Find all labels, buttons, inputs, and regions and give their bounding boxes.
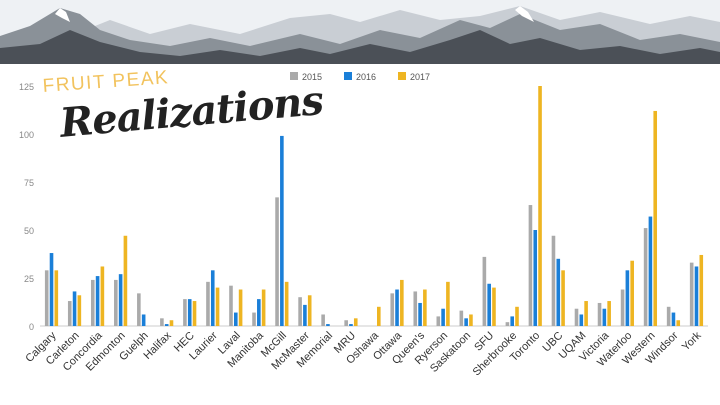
bar (183, 299, 187, 326)
bar (436, 316, 441, 326)
bar (671, 312, 676, 326)
bar (160, 318, 164, 326)
bar (137, 293, 141, 326)
bar (90, 279, 95, 326)
bar (77, 295, 82, 326)
bar (556, 258, 561, 326)
bar (579, 314, 584, 326)
bar (353, 318, 358, 326)
bar (464, 318, 468, 326)
bar (49, 253, 54, 326)
y-tick-label: 25 (24, 274, 34, 284)
bar (164, 324, 169, 326)
bar (118, 274, 123, 326)
bar (67, 301, 72, 326)
bar (423, 289, 427, 326)
bar (344, 320, 348, 326)
bar (54, 270, 59, 326)
bar (377, 306, 381, 326)
bar (694, 266, 699, 326)
bar (515, 306, 519, 326)
bar (584, 301, 588, 326)
y-tick-label: 0 (29, 322, 34, 332)
bar (114, 279, 118, 326)
bar (597, 302, 602, 326)
bar (44, 270, 49, 326)
bar (123, 235, 128, 326)
bar (307, 295, 312, 326)
bar (321, 314, 325, 326)
bar (492, 287, 496, 326)
bar (689, 262, 694, 326)
bar (418, 302, 422, 326)
y-tick-label: 100 (19, 130, 34, 140)
bar (561, 270, 565, 326)
legend-swatch (398, 72, 406, 80)
bar (699, 254, 704, 326)
mountain-banner (0, 0, 720, 64)
bar (666, 306, 671, 326)
bar (413, 291, 418, 326)
bar (192, 301, 197, 326)
bar (533, 230, 538, 326)
bar (257, 299, 261, 326)
bar (349, 324, 353, 326)
bar (510, 316, 515, 326)
bar (676, 320, 681, 326)
bar (206, 281, 210, 326)
bar (210, 270, 215, 326)
bar (95, 276, 100, 326)
bar (446, 281, 450, 326)
bar (643, 228, 648, 326)
legend-swatch (344, 72, 352, 80)
bar (326, 324, 330, 326)
bar (620, 289, 625, 326)
bar (169, 320, 174, 326)
y-tick-label: 75 (24, 178, 34, 188)
legend-label: 2016 (356, 72, 376, 82)
bar (400, 279, 404, 326)
bar (459, 310, 464, 326)
bar (215, 287, 220, 326)
bar (252, 312, 256, 326)
bar (275, 197, 279, 326)
bar (505, 322, 510, 326)
bar (390, 293, 395, 326)
bar (141, 314, 146, 326)
bar (487, 283, 491, 326)
bar (72, 291, 77, 326)
bar (441, 308, 445, 326)
bar (100, 266, 105, 326)
legend-swatch (290, 72, 298, 80)
y-tick-label: 125 (19, 82, 34, 92)
legend-label: 2017 (410, 72, 430, 82)
bar (280, 135, 284, 326)
bar (574, 308, 579, 326)
legend-label: 2015 (302, 72, 322, 82)
bar (625, 270, 630, 326)
bar (284, 281, 289, 326)
bar (630, 260, 634, 326)
bar (395, 289, 399, 326)
bar (653, 110, 658, 327)
bar (469, 314, 473, 326)
bar (482, 256, 487, 326)
bar (607, 301, 611, 326)
y-tick-label: 50 (24, 226, 34, 236)
bar (303, 304, 307, 326)
bar (187, 299, 192, 326)
bar (298, 297, 302, 326)
x-tick-label: York (680, 329, 704, 353)
bar (261, 289, 266, 326)
bar (602, 308, 607, 326)
bar (551, 235, 556, 326)
bar (528, 205, 533, 326)
bar (238, 289, 243, 326)
bar (233, 312, 238, 326)
bar (538, 86, 542, 326)
bar (648, 216, 653, 326)
bar (229, 285, 233, 326)
